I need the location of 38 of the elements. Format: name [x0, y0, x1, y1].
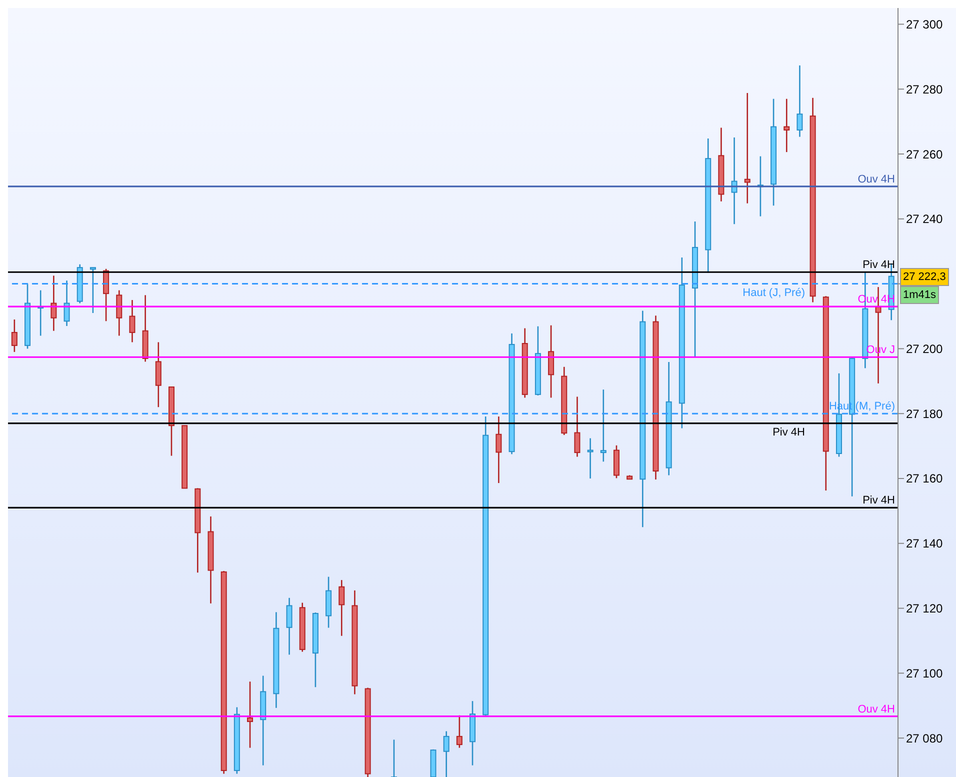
candlestick — [496, 416, 502, 484]
ref-line-label: Ouv 4H — [858, 173, 896, 186]
y-tick-label: 27 120 — [906, 602, 944, 616]
candlestick — [11, 318, 18, 353]
y-tick-label: 27 140 — [906, 536, 944, 551]
candlestick — [116, 290, 122, 336]
candlestick — [796, 64, 803, 138]
ref-line-label: Haut (J, Pré) — [742, 286, 805, 299]
candlestick — [90, 266, 96, 314]
candlestick — [286, 597, 292, 656]
ref-line-label: Ouv 4H — [858, 703, 896, 716]
y-tick-label: 27 080 — [906, 731, 944, 746]
candlestick — [338, 579, 345, 637]
candlestick — [247, 680, 254, 748]
y-tick-label: 27 300 — [906, 17, 944, 32]
y-tick-label: 27 100 — [906, 666, 944, 680]
candlestick — [744, 92, 750, 204]
candlestick — [548, 324, 554, 398]
candlestick — [456, 714, 462, 748]
y-tick-label: 27 260 — [906, 147, 944, 162]
candlestick — [129, 299, 136, 343]
candlestick — [443, 730, 450, 777]
ref-line-label: Piv 4H — [772, 426, 806, 438]
text: 27 222,3 — [900, 268, 949, 286]
ref-line-label: Piv 4H — [862, 494, 896, 507]
y-tick-label: 27 200 — [906, 342, 944, 356]
candlestick — [155, 342, 162, 408]
ref-line-label: Piv 4H — [862, 259, 896, 272]
y-tick-label: 27 280 — [906, 82, 944, 96]
candlestick — [574, 396, 580, 458]
text: 1m41s — [900, 286, 940, 304]
candlestick — [587, 438, 594, 480]
y-tick-label: 27 180 — [906, 406, 944, 421]
y-tick-label: 27 160 — [906, 472, 944, 486]
candlestick — [600, 388, 606, 462]
candlestick — [784, 98, 790, 153]
y-tick-label: 27 240 — [906, 212, 944, 226]
candlestick — [390, 739, 397, 777]
